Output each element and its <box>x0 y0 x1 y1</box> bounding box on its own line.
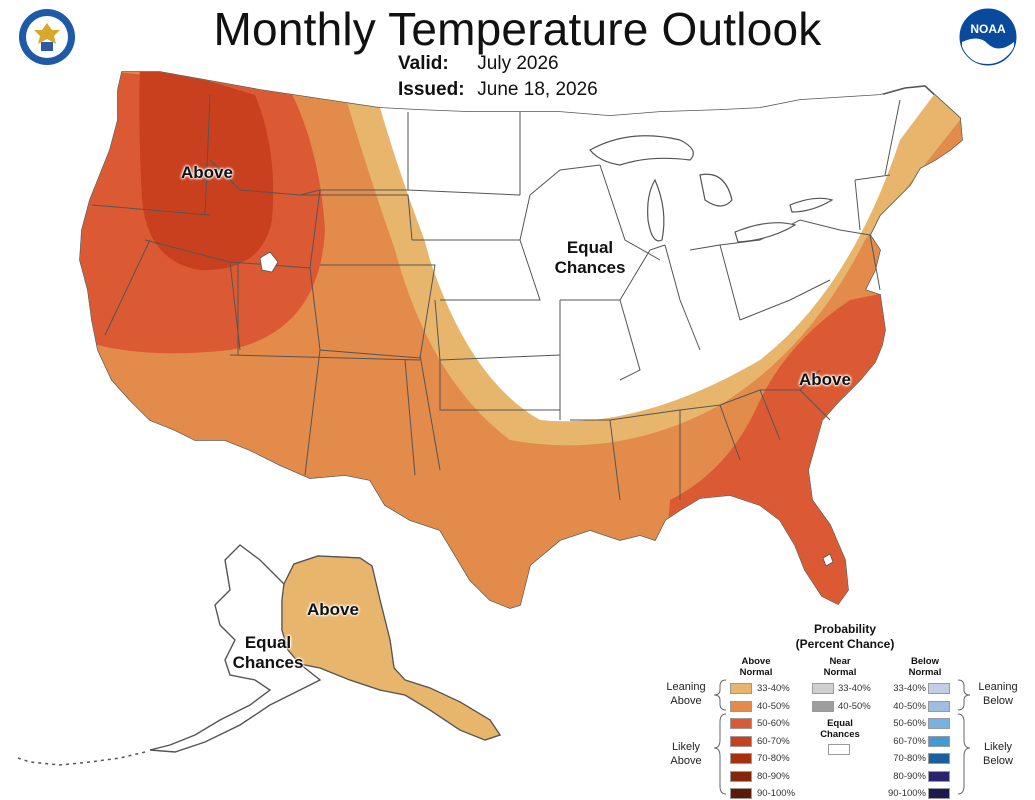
legend-brace-right <box>957 679 971 795</box>
legend-below-range-label-2: 50-60% <box>893 718 926 729</box>
great-lakes <box>589 135 834 243</box>
legend-below-range-label-5: 80-90% <box>893 770 926 782</box>
noaa-logo-icon: NOAA <box>959 8 1017 66</box>
legend-above-swatch-3 <box>730 735 752 747</box>
label-west-above: Above <box>181 163 233 182</box>
legend-above-swatch-0 <box>730 683 752 694</box>
legend-below-swatch-0 <box>928 683 950 694</box>
issued-row: Issued: June 18, 2026 <box>398 79 598 101</box>
legend-above-range-label-4: 70-80% <box>757 753 790 764</box>
legend-below-swatch-4 <box>928 753 950 764</box>
conus-map <box>79 71 963 609</box>
legend-above-swatch-2 <box>730 718 752 729</box>
legend-likely-above: Likely Above <box>670 741 702 767</box>
legend-below-range-label-0: 33-40% <box>893 683 926 694</box>
label-southeast-above: Above <box>799 370 851 389</box>
legend-near-swatch-1 <box>812 700 834 712</box>
legend-likely-below: Likely Below <box>983 741 1013 767</box>
legend-above-range-label-5: 80-90% <box>757 770 790 782</box>
issued-value: June 18, 2026 <box>477 79 598 100</box>
legend-above-range-label-6: 90-100% <box>757 788 796 799</box>
legend-below-range-label-1: 40-50% <box>893 700 926 712</box>
legend-near-swatch-0 <box>812 683 834 694</box>
legend-below-range-label-3: 60-70% <box>893 735 926 747</box>
legend-above-range-label-3: 60-70% <box>757 735 790 747</box>
legend-above-swatch-4 <box>730 753 752 764</box>
legend-above-range-label-1: 40-50% <box>757 700 790 712</box>
legend-below-range-label-4: 70-80% <box>893 753 926 764</box>
label-alaska-above: Above <box>307 600 359 619</box>
legend-equal-chances: Equal Chances <box>820 718 860 740</box>
legend-above-head: Above Normal <box>739 656 773 678</box>
legend-below-swatch-6 <box>928 788 950 799</box>
band-60-70-above-west <box>139 72 274 271</box>
legend-leaning-above: Leaning Above <box>666 681 706 707</box>
department-of-commerce-seal-icon <box>19 9 75 65</box>
legend-brace-left <box>713 679 727 795</box>
legend-below-swatch-3 <box>928 735 950 747</box>
issued-label: Issued: <box>398 79 465 100</box>
legend-above-swatch-6 <box>730 788 752 799</box>
label-alaska-equal-chances: Equal Chances <box>232 633 304 672</box>
legend-title: Probability (Percent Chance) <box>795 622 895 651</box>
legend-below-swatch-5 <box>928 770 950 782</box>
legend-above-range-label-0: 33-40% <box>757 683 790 694</box>
lake-okeechobee <box>822 553 834 567</box>
noaa-logo-text: NOAA <box>970 22 1006 36</box>
legend-near-range-label-0: 33-40% <box>838 683 871 694</box>
great-salt-lake <box>259 251 279 273</box>
legend-above-range-label-2: 50-60% <box>757 718 790 729</box>
legend-swatch-equal-chances <box>828 744 850 755</box>
legend-leaning-below: Leaning Below <box>978 681 1018 707</box>
aleutian-islands <box>17 751 146 766</box>
legend-near-range-label-1: 40-50% <box>838 700 871 712</box>
legend-above-swatch-5 <box>730 770 752 782</box>
valid-value: July 2026 <box>477 53 559 74</box>
valid-row: Valid: July 2026 <box>398 53 559 75</box>
valid-label: Valid: <box>398 53 449 74</box>
legend-near-head: Near Normal <box>823 656 857 678</box>
equal-chances-region <box>375 90 900 413</box>
legend-below-swatch-2 <box>928 718 950 729</box>
page-title: Monthly Temperature Outlook <box>213 3 822 55</box>
legend-below-range-label-6: 90-100% <box>887 788 926 799</box>
label-central-equal-chances: Equal Chances <box>554 238 626 277</box>
legend-below-swatch-1 <box>928 700 950 712</box>
legend-above-swatch-1 <box>730 700 752 712</box>
state-boundaries <box>91 94 901 501</box>
legend-below-head: Below Normal <box>908 656 942 678</box>
